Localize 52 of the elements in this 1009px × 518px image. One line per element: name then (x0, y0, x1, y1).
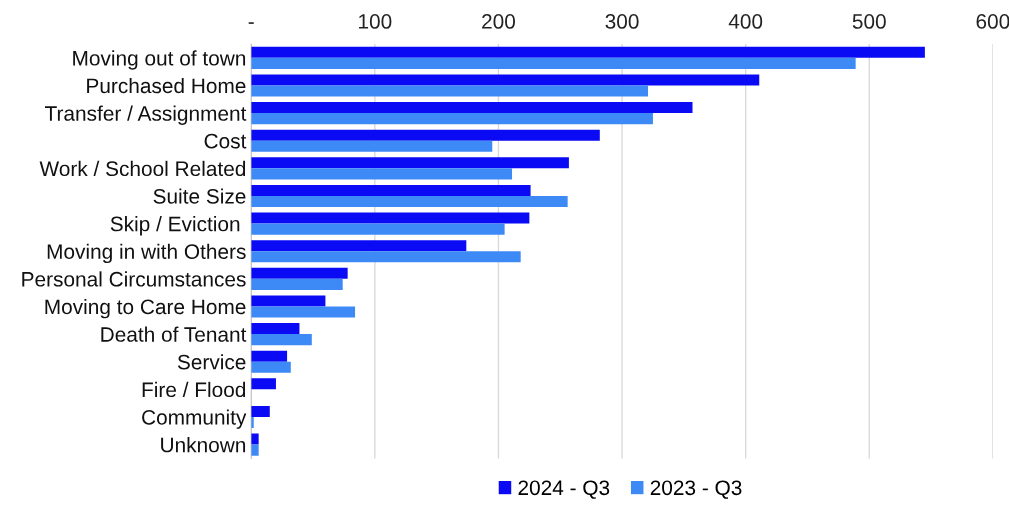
y-tick-label: Transfer / Assignment (45, 105, 247, 125)
bar (251, 350, 288, 362)
bar (251, 251, 521, 263)
bar (251, 129, 600, 141)
y-tick-label: Fire / Flood (142, 381, 246, 398)
bar (251, 184, 531, 196)
y-tick-label: Moving in with Others (47, 243, 246, 264)
bar (251, 157, 569, 169)
y-tick-label: Unknown (161, 437, 246, 453)
bar (251, 295, 326, 307)
y-tick-label: Service (177, 354, 246, 370)
bar (251, 405, 270, 417)
x-tick-label: 500 (852, 14, 886, 29)
x-tick-label: 100 (359, 14, 392, 29)
bar (251, 113, 653, 125)
bar (251, 223, 505, 235)
bar (251, 195, 568, 208)
x-tick-label: 600 (976, 14, 1009, 29)
bar (251, 306, 356, 318)
bar (251, 444, 259, 456)
bar (251, 212, 530, 224)
x-tick-label: 300 (605, 14, 639, 29)
x-tick-label: 400 (728, 14, 763, 29)
bar (251, 278, 343, 290)
bar (251, 140, 493, 152)
bar (251, 361, 291, 373)
bar (251, 267, 348, 279)
legend-label: 2024 - Q3 (518, 480, 610, 499)
y-tick-label: Moving out of town (73, 50, 246, 70)
x-tick-label: 200 (482, 14, 516, 29)
x-tick-label: - (248, 22, 254, 24)
bar (251, 85, 649, 97)
bar (251, 240, 467, 252)
bar (251, 323, 300, 335)
y-tick-label: Purchased Home (87, 77, 246, 94)
y-tick-label: Personal Circumstances (22, 271, 246, 287)
bar (251, 378, 276, 390)
y-tick-label: Work / School Related (39, 160, 246, 177)
bar (251, 57, 856, 69)
y-tick-label: Cost (204, 133, 247, 149)
bar (251, 334, 312, 346)
y-tick-label: Moving to Care Home (45, 298, 246, 319)
y-tick-label: Community (142, 409, 247, 429)
y-tick-label: Suite Size (153, 188, 246, 204)
y-tick-label: Skip / Eviction (110, 216, 240, 236)
bar (251, 433, 259, 445)
bar (251, 102, 693, 114)
bar (251, 168, 513, 180)
bar (251, 74, 760, 86)
y-tick-label: Death of Tenant (101, 326, 247, 342)
legend-label: 2023 - Q3 (650, 480, 742, 499)
bar (251, 46, 925, 58)
